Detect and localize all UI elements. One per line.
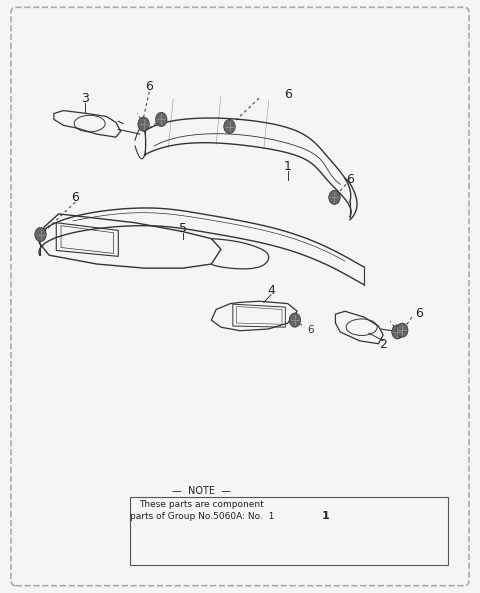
- Text: 4: 4: [267, 284, 275, 297]
- Text: parts of Group No.5060A: No.  1: parts of Group No.5060A: No. 1: [130, 512, 274, 521]
- Text: 3: 3: [81, 93, 89, 106]
- Circle shape: [35, 228, 46, 241]
- Text: 6: 6: [145, 81, 153, 94]
- Text: 2: 2: [379, 339, 387, 352]
- Text: 5: 5: [179, 222, 187, 235]
- Text: 6: 6: [415, 307, 423, 320]
- Text: These parts are component: These parts are component: [140, 500, 264, 509]
- Circle shape: [329, 190, 340, 205]
- FancyBboxPatch shape: [130, 497, 447, 565]
- Circle shape: [138, 117, 149, 131]
- Circle shape: [224, 119, 235, 133]
- Text: —  NOTE  —: — NOTE —: [172, 486, 231, 496]
- Circle shape: [156, 112, 167, 126]
- Circle shape: [392, 325, 403, 339]
- Text: 6: 6: [284, 88, 292, 101]
- Text: 1: 1: [284, 160, 292, 173]
- FancyBboxPatch shape: [11, 7, 469, 586]
- Text: 6: 6: [307, 325, 314, 335]
- Text: 6: 6: [346, 173, 354, 186]
- Circle shape: [396, 323, 408, 337]
- Text: 1: 1: [322, 511, 330, 521]
- Circle shape: [289, 313, 300, 327]
- Text: 6: 6: [72, 191, 79, 204]
